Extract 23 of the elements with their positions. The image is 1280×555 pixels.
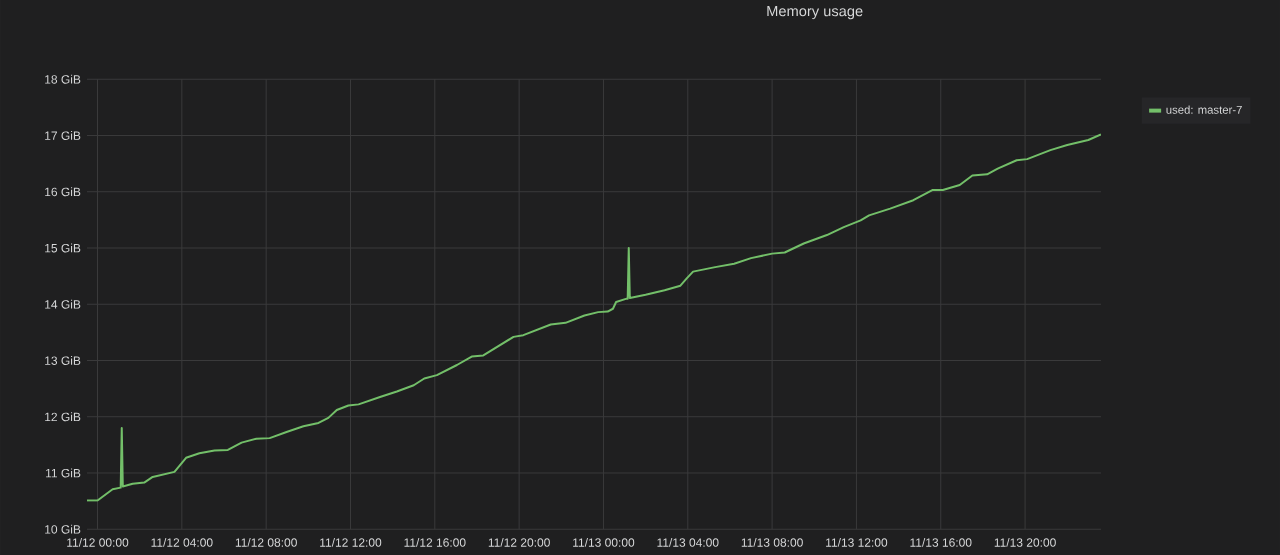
x-tick-label: 11/12 00:00 [67, 537, 129, 547]
x-tick-label: 11/13 00:00 [573, 537, 635, 547]
x-tick-label: 11/13 16:00 [910, 537, 972, 547]
x-tick-label: 11/13 12:00 [826, 537, 888, 547]
y-tick-label: 11 GiB [46, 468, 81, 478]
x-tick-label: 11/12 12:00 [320, 537, 382, 547]
y-tick-label: 17 GiB [45, 131, 81, 140]
y-tick-label: 15 GiB [45, 243, 81, 253]
chart-title: Memory usage [767, 6, 863, 20]
x-tick-label: 11/12 20:00 [488, 537, 550, 547]
legend-label: used: master-7 [1166, 105, 1242, 114]
y-tick-label: 14 GiB [45, 299, 81, 309]
x-tick-label: 11/13 04:00 [657, 537, 719, 547]
y-tick-label: 18 GiB [45, 74, 81, 84]
x-tick-label: 11/12 04:00 [151, 537, 213, 547]
y-tick-label: 13 GiB [45, 356, 81, 365]
y-tick-label: 16 GiB [45, 187, 81, 197]
y-tick-label: 10 GiB [45, 524, 81, 534]
x-tick-label: 11/13 20:00 [994, 537, 1056, 547]
x-tick-label: 11/13 08:00 [741, 537, 803, 547]
x-tick-label: 11/12 08:00 [235, 537, 297, 547]
x-tick-label: 11/12 16:00 [404, 537, 466, 547]
y-tick-label: 12 GiB [45, 412, 81, 422]
